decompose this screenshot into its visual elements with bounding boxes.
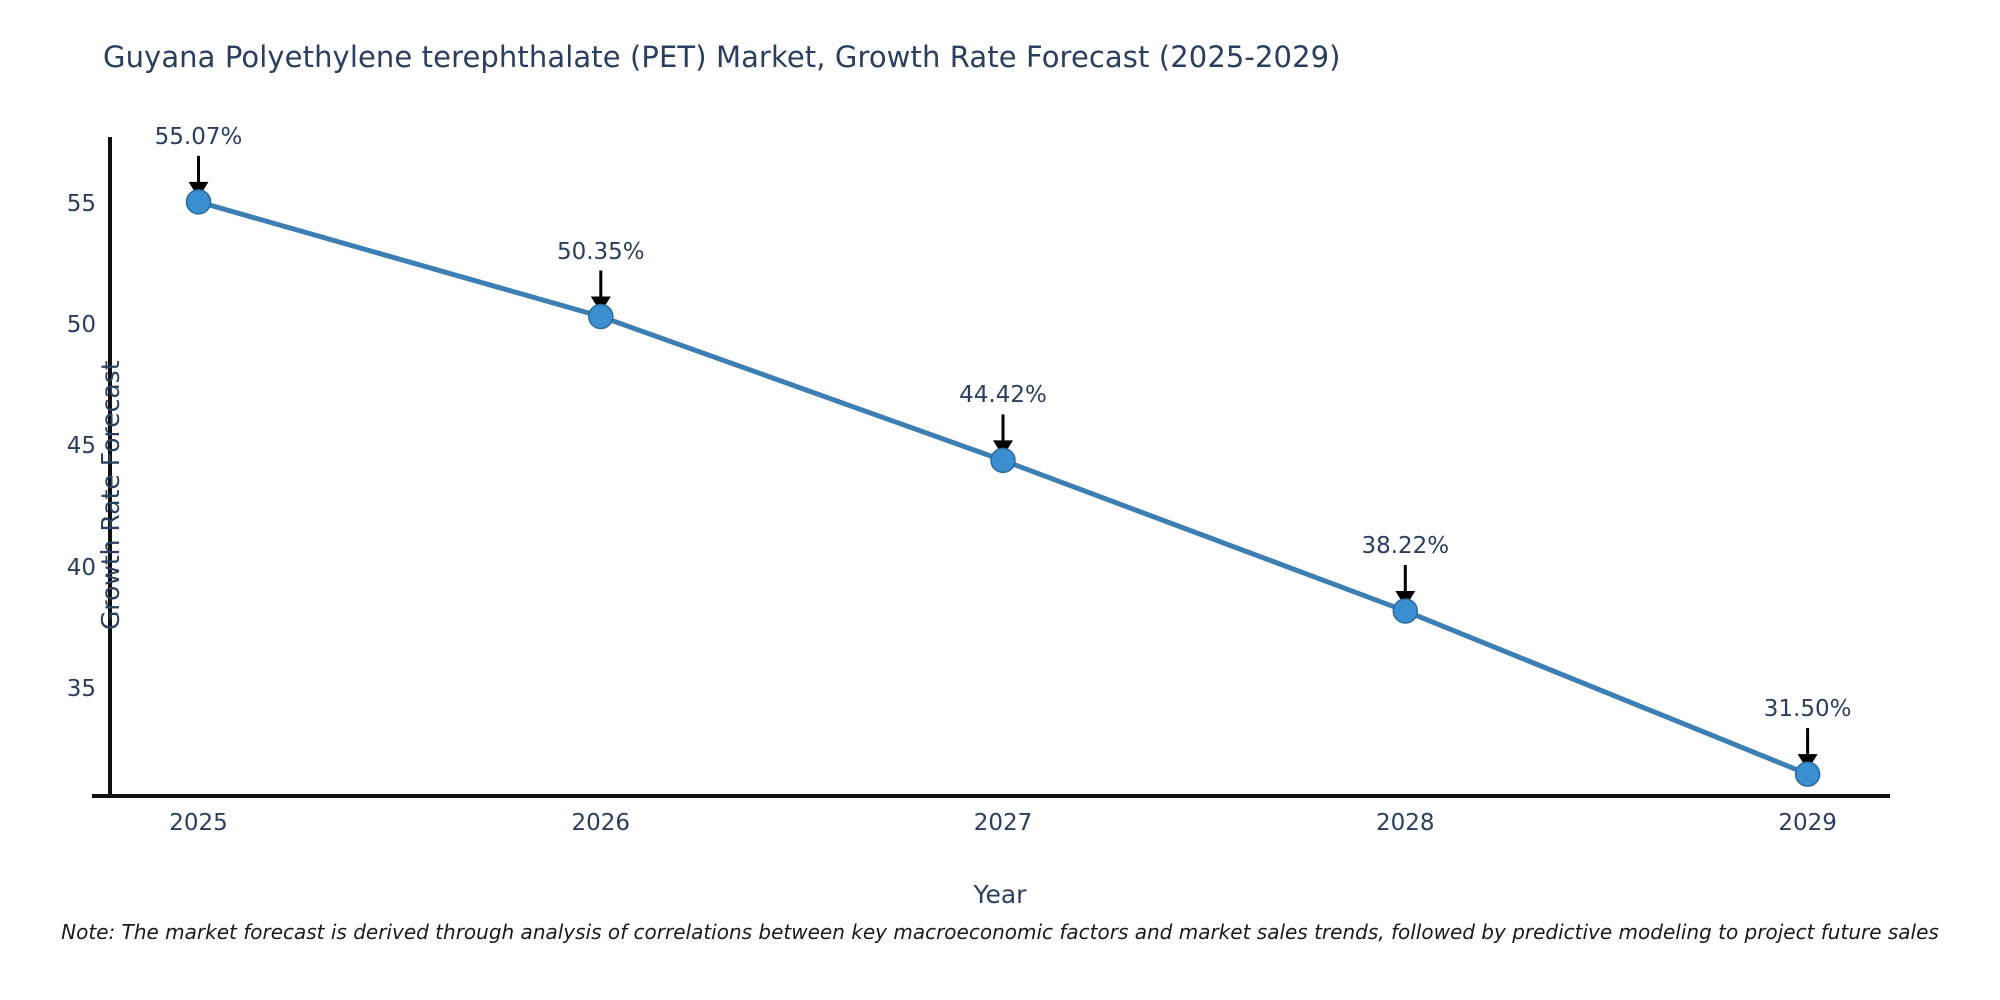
y-tick-label: 55 [66, 190, 96, 217]
x-tick-label: 2026 [571, 810, 631, 836]
series-line [196, 199, 1811, 777]
data-point-marker [1392, 598, 1419, 624]
point-value-label: 55.07% [154, 123, 243, 150]
chart-title: Guyana Polyethylene terephthalate (PET) … [103, 40, 1341, 74]
x-tick-label: 2029 [1778, 810, 1837, 836]
data-point-marker [588, 303, 614, 330]
y-axis-title: Growth Rate Forecast [96, 360, 125, 631]
y-tick-label: 50 [66, 312, 96, 338]
point-value-label: 38.22% [1361, 533, 1450, 559]
data-point-marker [1794, 761, 1821, 787]
plot-area: 35 40 45 50 55 2025 2026 2027 2028 2029 55.07% 50… [67, 124, 1890, 836]
series-markers [185, 189, 1821, 787]
point-value-label: 50.35% [556, 238, 645, 265]
x-tick-label: 2027 [973, 810, 1033, 836]
x-axis-title: Year [973, 880, 1027, 909]
data-point-marker [990, 447, 1016, 474]
chart-footnote: Note: The market forecast is derived thr… [61, 920, 1939, 944]
y-tick-label: 40 [66, 554, 96, 581]
plot-svg [92, 137, 1890, 798]
y-tick-label: 35 [66, 676, 96, 703]
data-point-marker [185, 189, 212, 215]
point-value-label: 31.50% [1763, 696, 1852, 723]
x-tick-label: 2028 [1376, 810, 1435, 836]
x-tick-label: 2025 [169, 810, 228, 836]
point-value-label: 44.42% [959, 382, 1047, 409]
y-tick-label: 45 [66, 433, 96, 460]
